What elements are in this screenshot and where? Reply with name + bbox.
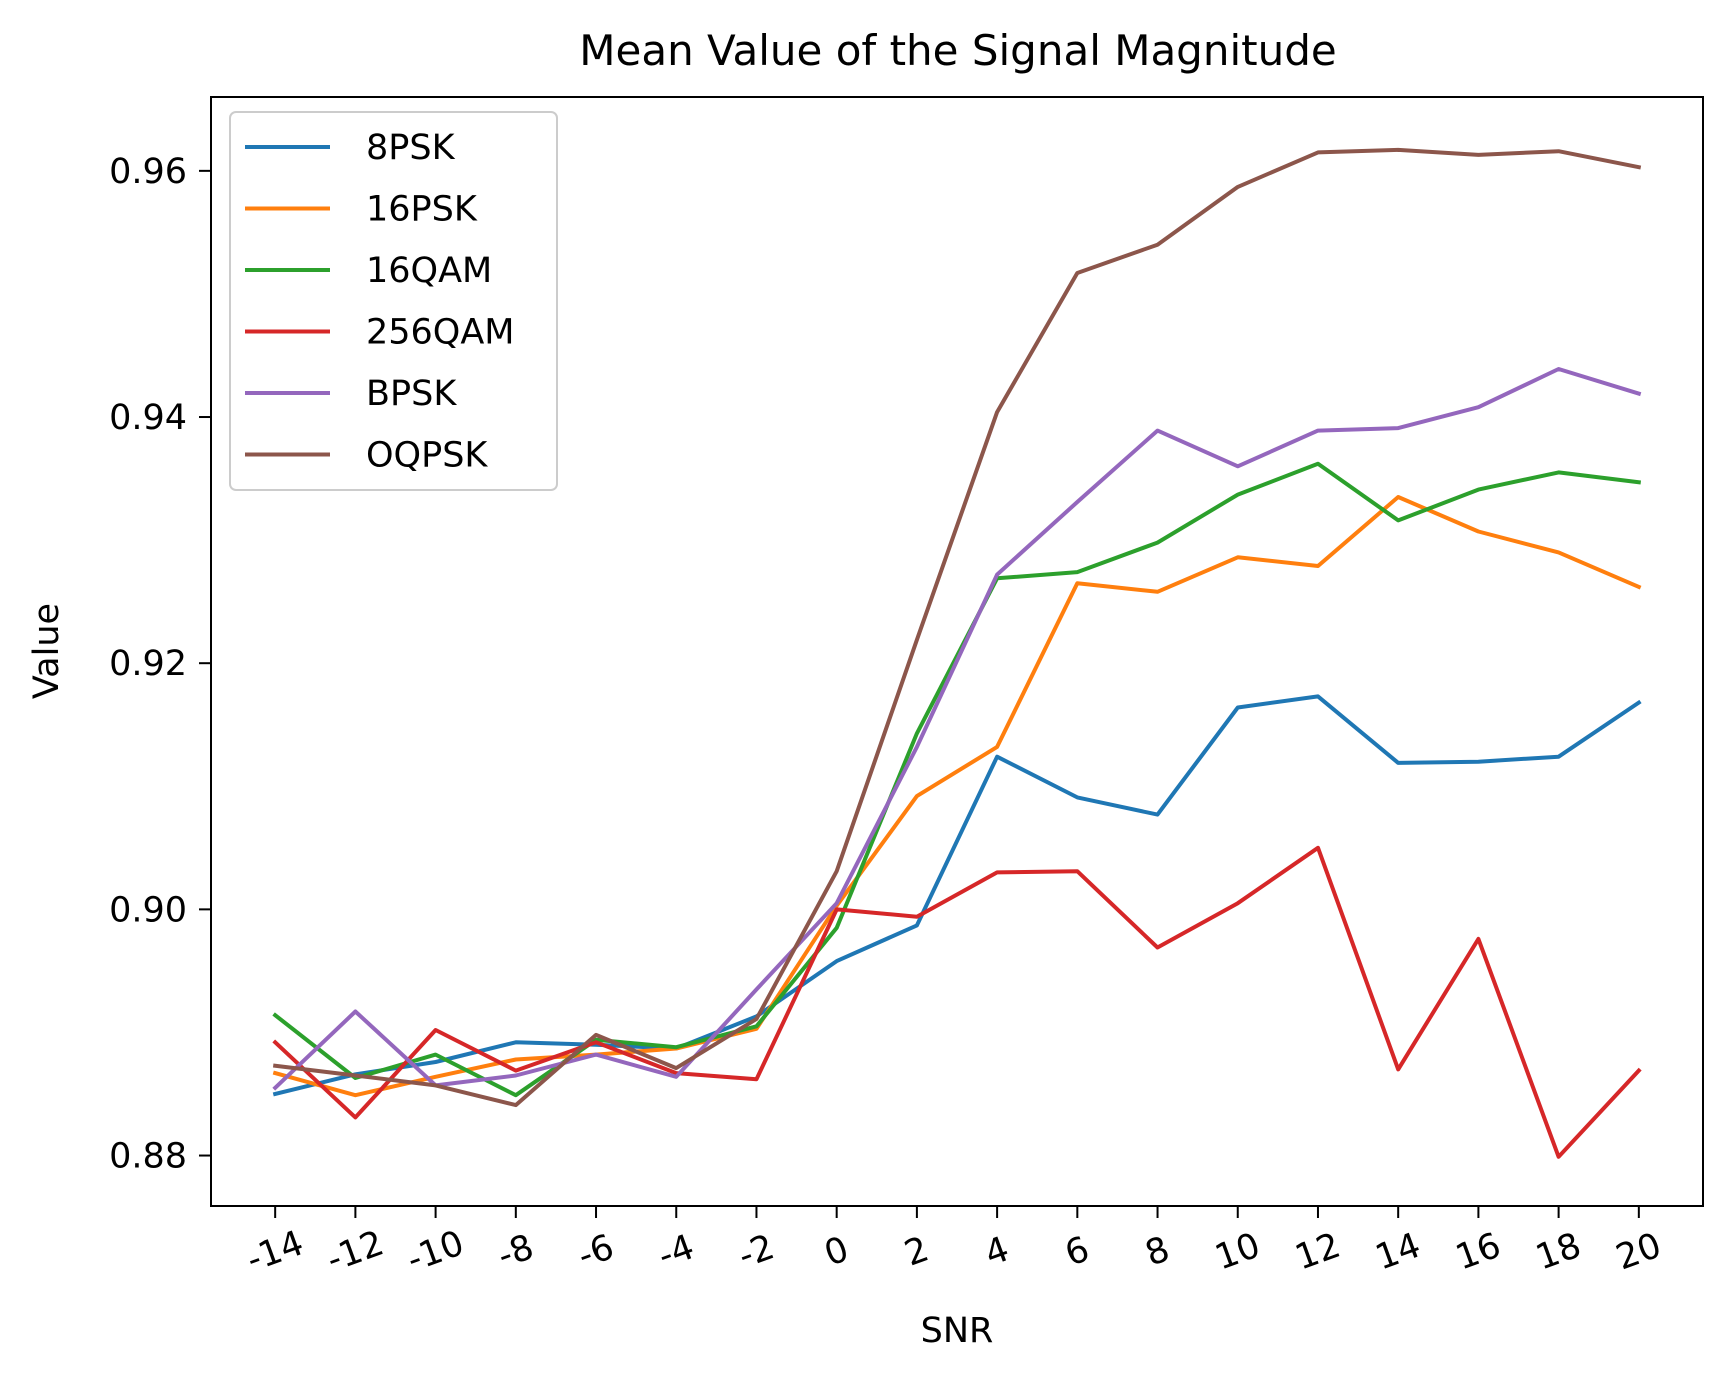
y-tick-label: 0.90 <box>109 890 187 930</box>
series-line-256qam <box>272 845 1642 1159</box>
legend-box <box>229 111 558 491</box>
y-tick-label: 0.96 <box>109 152 187 192</box>
plot-lines <box>272 147 1642 1159</box>
legend-label-16psk: 16PSK <box>366 190 478 230</box>
series-line-bpsk <box>272 367 1642 1091</box>
legend-label-16qam: 16QAM <box>366 251 492 291</box>
chart-title: Mean Value of the Signal Magnitude <box>579 26 1336 75</box>
y-axis-title: Value <box>27 603 67 699</box>
plot-frame <box>210 96 1704 1207</box>
legend: 8PSK 16PSK 16QAM 256QAM BPSK OQPSK <box>229 111 558 491</box>
legend-label-8psk: 8PSK <box>366 128 456 168</box>
y-tick-label: 0.92 <box>109 644 187 684</box>
y-tick-label: 0.94 <box>109 398 187 438</box>
legend-label-bpsk: BPSK <box>366 374 457 414</box>
legend-label-256qam: 256QAM <box>366 313 515 353</box>
y-tick-label: 0.88 <box>109 1137 187 1177</box>
y-axis: 0.88 0.90 0.92 0.94 0.96 <box>109 152 211 1177</box>
x-axis-title: SNR <box>921 1311 994 1351</box>
legend-label-oqpsk: OQPSK <box>366 436 488 476</box>
series-line-oqpsk <box>272 147 1642 1108</box>
series-line-16qam <box>272 461 1642 1098</box>
series-line-8psk <box>272 694 1642 1097</box>
